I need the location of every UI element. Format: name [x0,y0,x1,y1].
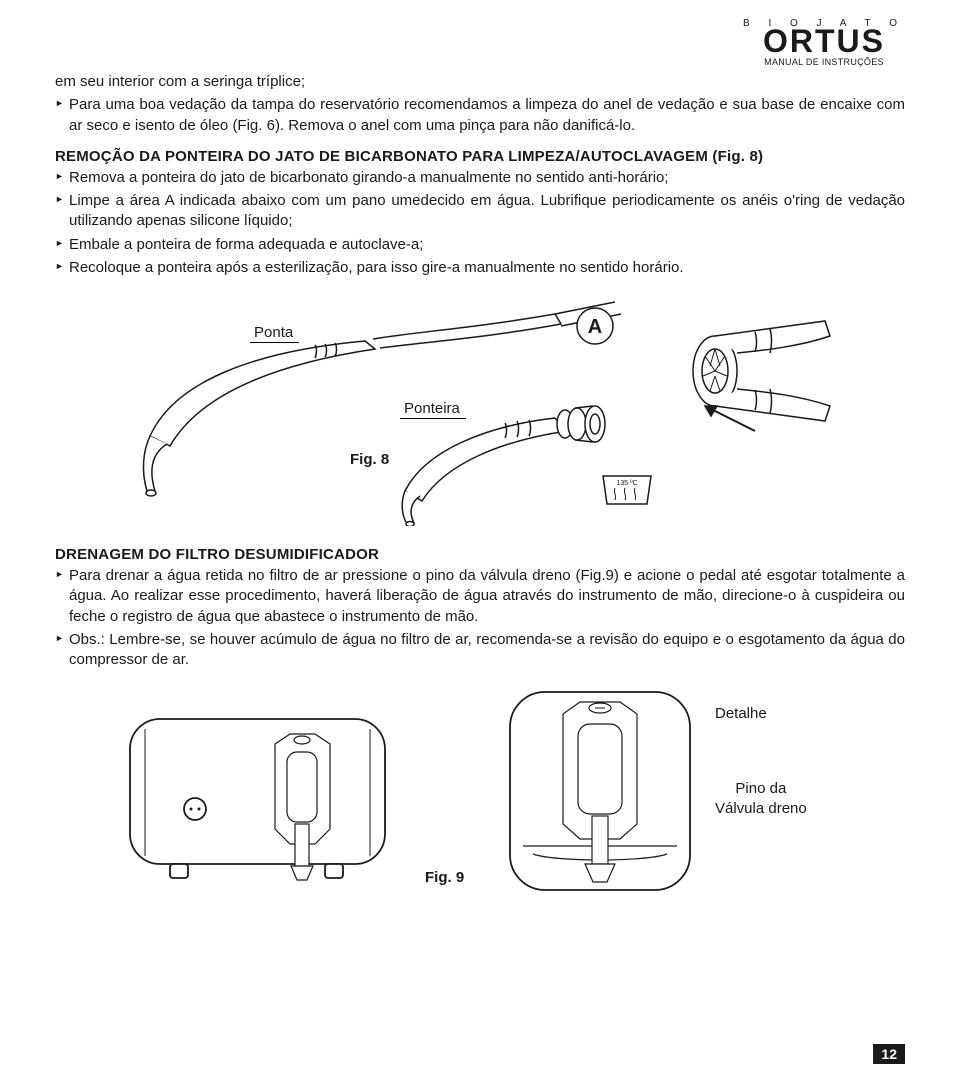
figure-8: Ponta Ponteira Fig. 8 [55,296,905,526]
brand-header: B I O J A T O ORTUS MANUAL DE INSTRUÇÕES [743,18,905,67]
list-item: Remova a ponteira do jato de bicarbonato… [55,168,905,188]
fig8-diagram: A 135 ºC [55,296,905,526]
fig8-label-ponteira: Ponteira [400,400,466,419]
fig8-autoclave-temp: 135 ºC [616,480,637,487]
list-item: Embale a ponteira de forma adequada e au… [55,235,905,255]
intro-paragraph: em seu interior com a seringa tríplice; [55,72,905,92]
fig9-label-detalhe: Detalhe [715,704,767,724]
list-item: Para drenar a água retida no filtro de a… [55,566,905,627]
page-number: 12 [873,1044,905,1064]
fig8-caption: Fig. 8 [350,451,389,468]
fig8-label-A: A [588,316,602,338]
figure-9: Fig. 9 Detalhe Pino da Válvula dreno [55,684,905,899]
list-item: Obs.: Lembre-se, se houver acúmulo de ág… [55,630,905,671]
fig8-label-ponta: Ponta [250,324,299,343]
bullet-list-top: Para uma boa vedação da tampa do reserva… [55,95,905,136]
brand-main: ORTUS [743,27,905,56]
section-heading-1: REMOÇÃO DA PONTEIRA DO JATO DE BICARBONA… [55,148,905,165]
section-heading-2: DRENAGEM DO FILTRO DESUMIDIFICADOR [55,546,905,563]
bullet-list-mid: Remova a ponteira do jato de bicarbonato… [55,168,905,278]
fig9-label-pino: Pino da Válvula dreno [715,779,807,818]
fig9-caption: Fig. 9 [425,869,464,886]
brand-sub: MANUAL DE INSTRUÇÕES [743,57,905,67]
bullet-list-bottom: Para drenar a água retida no filtro de a… [55,566,905,670]
list-item: Limpe a área A indicada abaixo com um pa… [55,191,905,232]
list-item: Recoloque a ponteira após a esterilizaçã… [55,258,905,278]
list-item: Para uma boa vedação da tampa do reserva… [55,95,905,136]
